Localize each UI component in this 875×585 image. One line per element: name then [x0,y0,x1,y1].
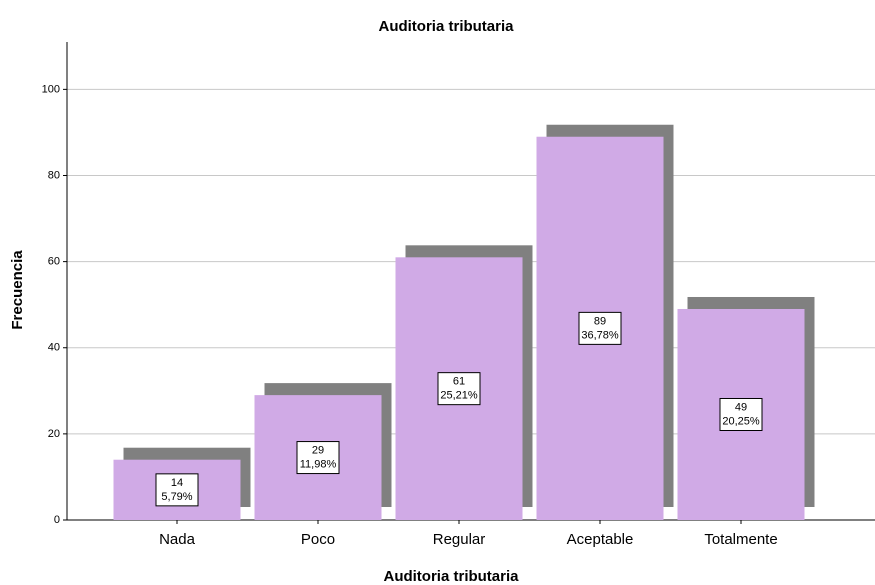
y-tick-label: 20 [48,428,60,440]
x-tick-label: Aceptable [567,531,634,548]
x-tick-label: Totalmente [704,531,777,548]
value-label: 61 [453,376,465,388]
x-tick-label: Nada [159,531,196,548]
x-axis-label: Auditoria tributaria [383,568,519,585]
y-tick-label: 80 [48,169,60,181]
chart-title: Auditoria tributaria [378,18,514,35]
percentage-label: 36,78% [581,329,619,341]
y-tick-label: 60 [48,256,60,268]
value-label-box [719,397,763,431]
value-label: 14 [171,477,183,489]
y-tick-label: 40 [48,342,60,354]
value-label-box [296,441,340,475]
value-label-box [437,372,481,406]
y-tick-label: 100 [42,83,60,95]
y-axis-label: Frecuencia [9,250,26,330]
value-label: 29 [312,444,324,456]
value-label-box [155,473,199,507]
value-label-box [578,311,622,345]
percentage-label: 25,21% [440,390,478,402]
value-label: 49 [735,401,747,413]
percentage-label: 5,79% [161,491,192,503]
value-label: 89 [594,315,606,327]
y-tick-label: 0 [54,514,60,526]
x-tick-label: Poco [301,531,335,548]
percentage-label: 11,98% [300,458,337,470]
percentage-label: 20,25% [722,415,760,427]
x-tick-label: Regular [433,531,486,548]
